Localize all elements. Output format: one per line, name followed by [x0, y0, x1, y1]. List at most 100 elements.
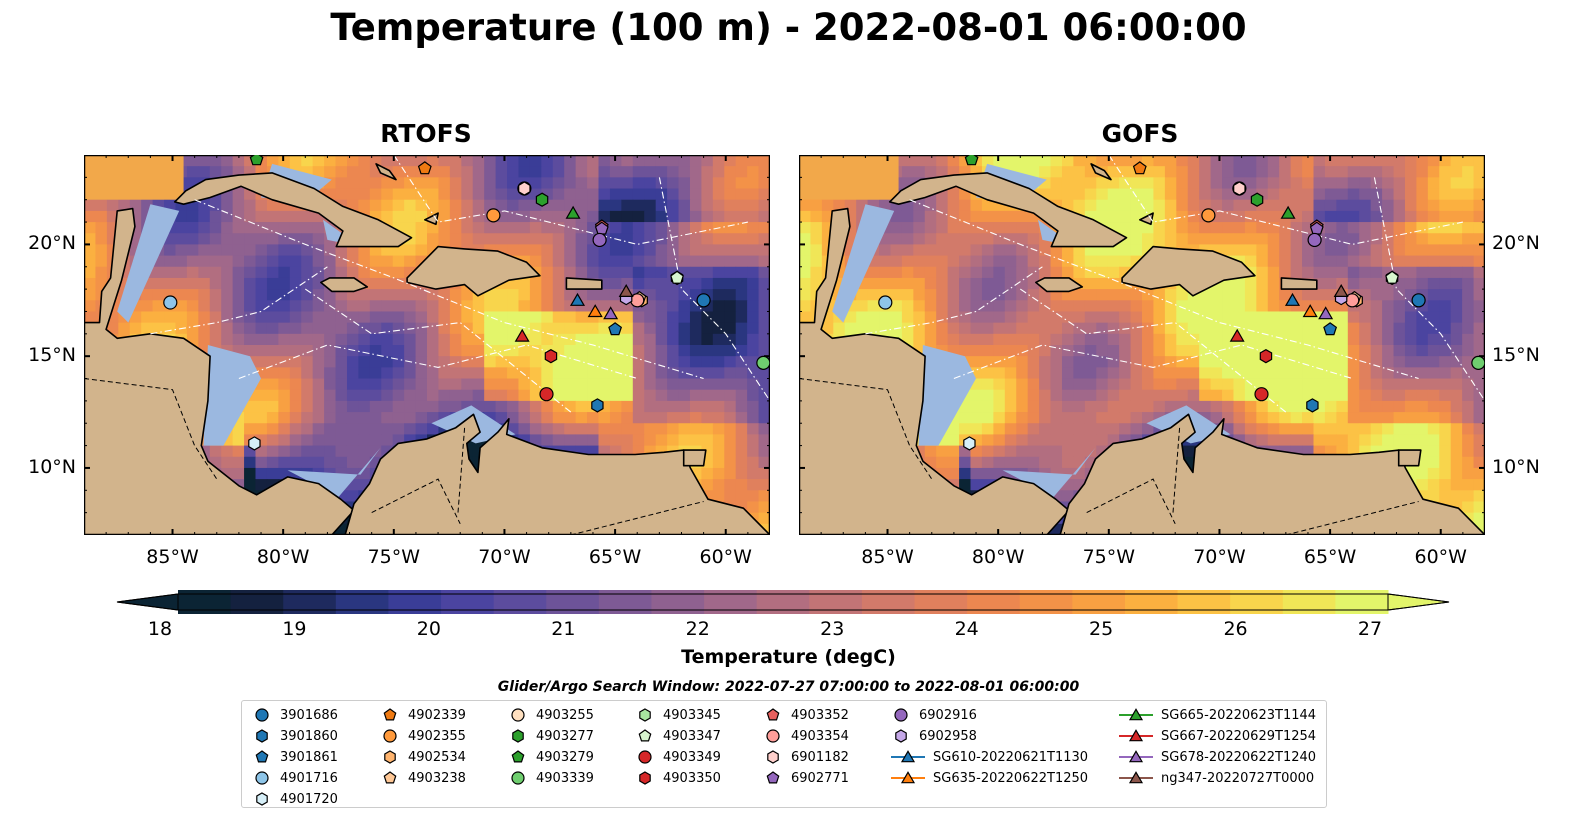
page-title: Temperature (100 m) - 2022-08-01 06:00:0…	[330, 6, 1247, 49]
legend-marker-icon	[1119, 750, 1153, 763]
platform-marker-ng347-20220727T0000	[618, 283, 634, 297]
legend-marker	[895, 729, 907, 743]
platform-marker-SG635-20220622T1250	[587, 304, 603, 318]
legend-marker-icon	[511, 771, 525, 785]
colorbar-tick-label: 20	[416, 618, 441, 640]
land-centralAmerica	[799, 207, 1070, 535]
legend-marker-icon	[383, 708, 397, 721]
legend-marker	[384, 750, 396, 764]
platform-marker-4902339	[417, 161, 432, 175]
legend-entry: 4901716	[252, 768, 338, 788]
platform-marker-4902355	[486, 208, 501, 223]
legend-marker-icon	[766, 771, 780, 784]
legend-label: SG667-20220629T1254	[1161, 728, 1317, 744]
legend-entry: 6902958	[891, 726, 977, 746]
legend-entry: 3901686	[252, 705, 338, 725]
legend-marker	[1128, 771, 1144, 784]
legend-label: 4901720	[280, 791, 338, 807]
platform-marker-4901720	[963, 436, 976, 451]
map-ticks	[84, 155, 770, 535]
platform-marker-SG678-20220622T1240	[603, 306, 619, 320]
legend-marker-icon	[383, 771, 397, 784]
legend-entry: 4903347	[635, 726, 721, 746]
platform-markers	[878, 155, 1485, 451]
legend-marker	[1128, 750, 1144, 763]
legend-marker	[255, 750, 269, 763]
map-panel-gofs[interactable]	[799, 155, 1485, 535]
legend-marker-icon	[256, 729, 268, 743]
legend-entry: 4902355	[380, 726, 466, 746]
legend-entry: 3901861	[252, 747, 338, 767]
legend-marker	[767, 750, 779, 764]
legend-entry: 4902339	[380, 705, 466, 725]
legend-marker	[638, 729, 652, 742]
platform-marker-3901686	[1411, 293, 1426, 308]
legend-entry: 4902534	[380, 747, 466, 767]
legend-marker	[766, 708, 780, 721]
legend-label: 3901686	[280, 707, 338, 723]
legend-label: 4902534	[408, 749, 466, 765]
colorbar-tick-label: 25	[1089, 618, 1114, 640]
legend-marker	[255, 708, 269, 722]
legend-label: 6902958	[919, 728, 977, 744]
platform-marker-4903279	[249, 155, 264, 166]
legend-entry: SG665-20220623T1144	[1119, 705, 1316, 725]
legend-label: 6901182	[791, 749, 849, 765]
legend-label: 4903354	[791, 728, 849, 744]
legend-marker-icon	[1119, 708, 1153, 721]
legend-entry: 4903279	[508, 747, 594, 767]
legend-entry: 4903350	[635, 768, 721, 788]
map-panel-rtofs[interactable]	[84, 155, 770, 535]
land-bahamas2	[1090, 163, 1112, 181]
legend-entry: 4901720	[252, 789, 338, 809]
legend-entry: 4903345	[635, 705, 721, 725]
legend-marker	[900, 771, 916, 784]
land-masses	[799, 155, 1485, 535]
lon-tick-label: 70°W	[1193, 546, 1246, 568]
legend-marker-icon	[894, 708, 908, 722]
platform-marker-6901182	[518, 181, 531, 196]
legend-entry: 4903238	[380, 768, 466, 788]
legend-label: ng347-20220727T0000	[1161, 770, 1315, 786]
legend-entry: 4903277	[508, 726, 594, 746]
platform-marker-3901860	[1306, 398, 1319, 413]
legend: 3901686 3901860 3901861 4901716 4901720 49023…	[241, 700, 1327, 808]
legend-marker-icon	[383, 729, 397, 743]
colorbar-tick-label: 24	[954, 618, 979, 640]
platform-marker-4902355	[1201, 208, 1216, 223]
land-centralAmerica	[84, 207, 355, 535]
legend-label: 4903345	[663, 707, 721, 723]
colorbar-tick-label: 18	[147, 618, 173, 640]
lon-tick-label: 85°W	[146, 546, 199, 568]
national-borders	[799, 378, 1419, 535]
legend-marker-icon	[256, 792, 268, 806]
legend-label: 6902916	[919, 707, 977, 723]
land-hispaniola	[406, 245, 541, 297]
land-bahamas3	[1139, 212, 1154, 226]
platform-marker-4903279	[964, 155, 979, 166]
platform-marker-3901860	[591, 398, 604, 413]
platform-marker-ng347-20220727T0000	[1333, 283, 1349, 297]
legend-entry: 6902771	[763, 768, 849, 788]
legend-entry: 4903354	[763, 726, 849, 746]
map-ticks	[799, 155, 1485, 535]
legend-marker-icon	[767, 750, 779, 764]
land-puertoRico	[565, 277, 603, 290]
land-jamaica	[1035, 277, 1084, 293]
land-bahamas2	[375, 163, 397, 181]
platform-marker-4903347	[1385, 270, 1399, 284]
legend-marker	[255, 771, 269, 785]
lat-tick-label-left: 10°N	[28, 455, 76, 478]
lon-tick-label: 75°W	[1082, 546, 1136, 568]
legend-marker-icon	[255, 771, 269, 785]
legend-marker-icon	[766, 729, 780, 743]
legend-entry: SG635-20220622T1250	[891, 768, 1088, 788]
legend-marker	[256, 792, 268, 806]
platform-marker-4903347	[670, 270, 684, 284]
platform-marker-6902916	[1307, 232, 1322, 248]
land-masses	[84, 155, 770, 535]
platform-marker-4902339	[1132, 161, 1147, 175]
legend-marker	[766, 729, 780, 743]
legend-marker-icon	[638, 750, 652, 764]
legend-marker	[766, 771, 780, 784]
